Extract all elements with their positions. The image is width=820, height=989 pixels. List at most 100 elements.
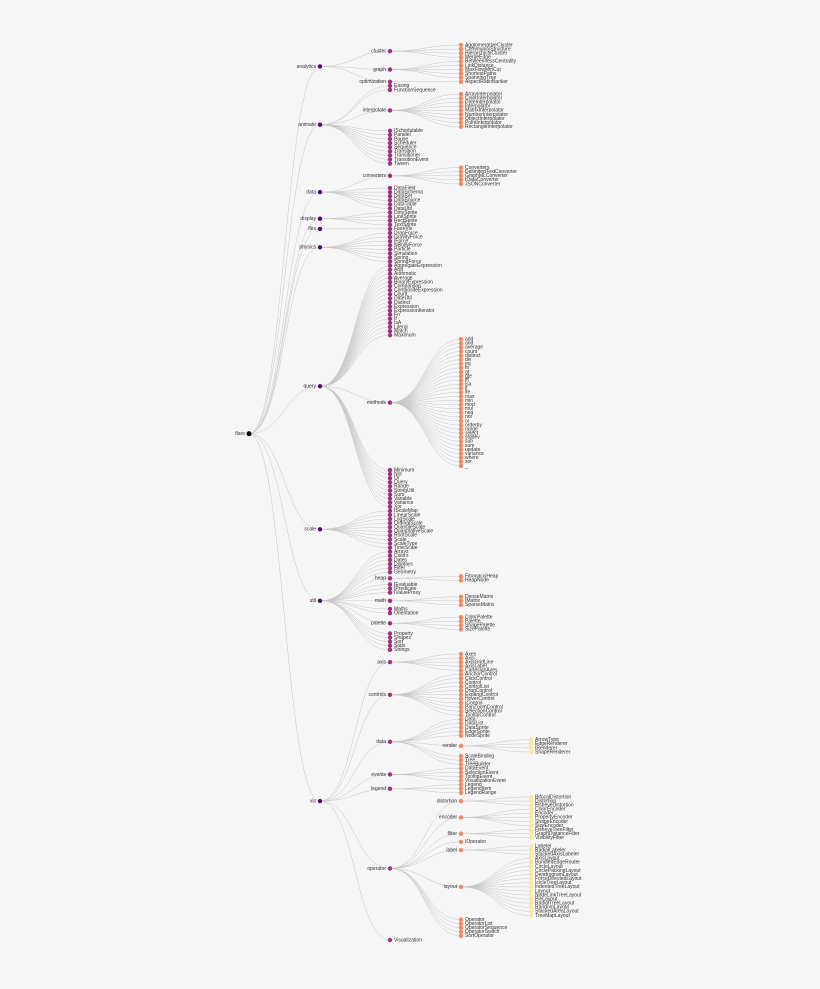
- leaf-label: BetweennessCentrality: [465, 59, 517, 65]
- leaf-label: count: [465, 349, 478, 355]
- leaf-node: [528, 737, 534, 742]
- leaf-node: [458, 713, 464, 718]
- leaf-label: TreeBuilder: [465, 762, 491, 768]
- leaf-label: CirclePackingLayout: [535, 868, 581, 874]
- link: [319, 175, 391, 193]
- leaf-node: [458, 762, 464, 767]
- link: [248, 218, 321, 435]
- leaf-label: DataEvent: [465, 766, 489, 772]
- branch-label: methods: [367, 400, 387, 406]
- leaf-label: DirtySprite: [394, 210, 418, 216]
- leaf-label: Control: [465, 680, 481, 686]
- leaf-node: [458, 929, 464, 935]
- leaf-label: If: [394, 316, 397, 322]
- leaf-node: [458, 75, 464, 80]
- leaf-label: DataSource: [394, 198, 421, 204]
- branch-node: [458, 798, 464, 804]
- leaf-label: lt: [465, 386, 468, 392]
- link: [319, 694, 391, 802]
- leaf-node: [528, 819, 534, 824]
- leaf-label: ObjectInterpolator: [465, 116, 505, 122]
- branch-node: [317, 245, 323, 250]
- leaf-label: ISchedulable: [394, 128, 423, 134]
- leaf-node: [387, 149, 393, 154]
- leaf-label: IRenderer: [535, 745, 558, 751]
- branch-node: [387, 598, 393, 603]
- branch-node: [387, 621, 393, 626]
- link: [389, 620, 462, 624]
- link: [319, 326, 391, 387]
- leaf-node: [458, 55, 464, 60]
- leaf-node: [387, 549, 393, 554]
- link: [319, 518, 391, 530]
- leaf-label: Converters: [465, 165, 490, 171]
- leaf-label: Orientation: [394, 610, 419, 616]
- leaf-label: LegendItem: [465, 786, 491, 792]
- leaf-label: Visualization: [394, 937, 422, 943]
- leaf-node: [387, 255, 393, 260]
- leaf-node: [387, 283, 393, 289]
- branch-node: [387, 108, 393, 113]
- leaf-label: Maths: [394, 606, 408, 612]
- leaf-label: DataField: [394, 185, 416, 191]
- leaf-node: [387, 210, 393, 215]
- leaf-node: [387, 308, 393, 313]
- link: [389, 375, 462, 403]
- leaf-node: [528, 811, 534, 816]
- leaf-label: CartesianAxes: [465, 668, 498, 674]
- link: [389, 694, 462, 712]
- link: [389, 48, 462, 52]
- leaf-label: HierarchicalCluster: [465, 51, 508, 57]
- branch-label: cluster: [371, 48, 386, 54]
- leaf-node: [458, 361, 464, 366]
- branch-node: [387, 48, 393, 54]
- leaf-node: [458, 925, 464, 930]
- leaf-node: [528, 864, 534, 869]
- link: [319, 310, 391, 387]
- leaf-node: [387, 144, 393, 150]
- branch-node: [387, 400, 393, 405]
- leaf-label: min: [465, 398, 473, 404]
- leaf-label: ExpressionIterator: [394, 308, 435, 314]
- leaf-label: OperatorList: [465, 921, 493, 927]
- leaf-node: [458, 120, 464, 125]
- leaf-label: add: [465, 337, 474, 343]
- leaf-node: [458, 373, 464, 379]
- leaf-node: [458, 177, 464, 183]
- leaf-label: DataSprite: [465, 725, 489, 731]
- leaf-node: [387, 488, 393, 493]
- leaf-label: Arithmetic: [394, 271, 417, 277]
- leaf-label: JSONConverter: [465, 181, 501, 187]
- leaf-label: LegendRange: [465, 790, 497, 796]
- link: [389, 868, 462, 920]
- leaf-label: TreeMapLayout: [535, 913, 570, 919]
- leaf-label: OperatorSequence: [465, 925, 507, 931]
- leaf-label: range: [465, 426, 478, 432]
- branch-label: layout: [444, 884, 458, 890]
- leaf-label: RadialTreeLayout: [535, 901, 575, 907]
- branch-node: [387, 576, 393, 581]
- leaf-label: Property: [394, 631, 413, 637]
- leaf-label: Filter: [394, 565, 405, 571]
- leaf-node: [458, 365, 464, 371]
- leaf-node: [387, 259, 393, 264]
- leaf-node: [458, 124, 464, 129]
- leaf-node: [458, 71, 464, 76]
- leaf-label: QuantileScale: [394, 525, 425, 531]
- branch-label: controls: [368, 692, 386, 698]
- leaf-node: [528, 802, 534, 808]
- branch-node: [387, 67, 393, 72]
- leaf-node: [458, 173, 464, 178]
- leaf-node: [387, 610, 393, 616]
- link: [389, 674, 462, 696]
- link: [319, 330, 391, 387]
- leaf-label: SortOperator: [465, 933, 494, 939]
- link: [460, 849, 532, 855]
- branch-label: data: [376, 739, 386, 745]
- link: [319, 245, 391, 248]
- leaf-label: Scheduler: [394, 140, 417, 146]
- link: [460, 886, 532, 908]
- leaf-label: LogScale: [394, 516, 415, 522]
- leaf-node: [387, 537, 393, 542]
